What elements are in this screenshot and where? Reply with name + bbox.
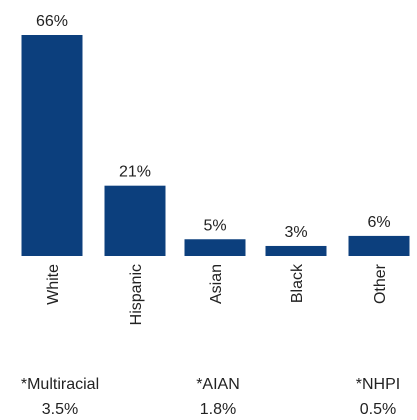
- value-label: 5%: [203, 217, 226, 234]
- value-label: 3%: [284, 224, 307, 241]
- bar: [21, 35, 83, 256]
- x-tick-label: Hispanic: [128, 264, 145, 325]
- annotation-label: *AIAN: [196, 376, 240, 393]
- value-label: 66%: [36, 13, 68, 30]
- annotation-label: *Multiracial: [21, 376, 99, 393]
- bar: [265, 245, 327, 256]
- x-tick-label: Black: [289, 263, 306, 303]
- bar: [104, 185, 166, 256]
- annotation-value: 1.8%: [200, 401, 236, 418]
- value-label: 6%: [367, 214, 390, 231]
- annotation-label: *NHPI: [356, 376, 400, 393]
- annotation-value: 0.5%: [360, 401, 396, 418]
- x-tick-label: White: [45, 264, 62, 305]
- x-tick-label: Other: [372, 263, 389, 304]
- value-label: 21%: [119, 164, 151, 181]
- annotation-value: 3.5%: [42, 401, 78, 418]
- bar: [184, 239, 246, 256]
- x-tick-label: Asian: [208, 264, 225, 304]
- bar: [348, 235, 410, 256]
